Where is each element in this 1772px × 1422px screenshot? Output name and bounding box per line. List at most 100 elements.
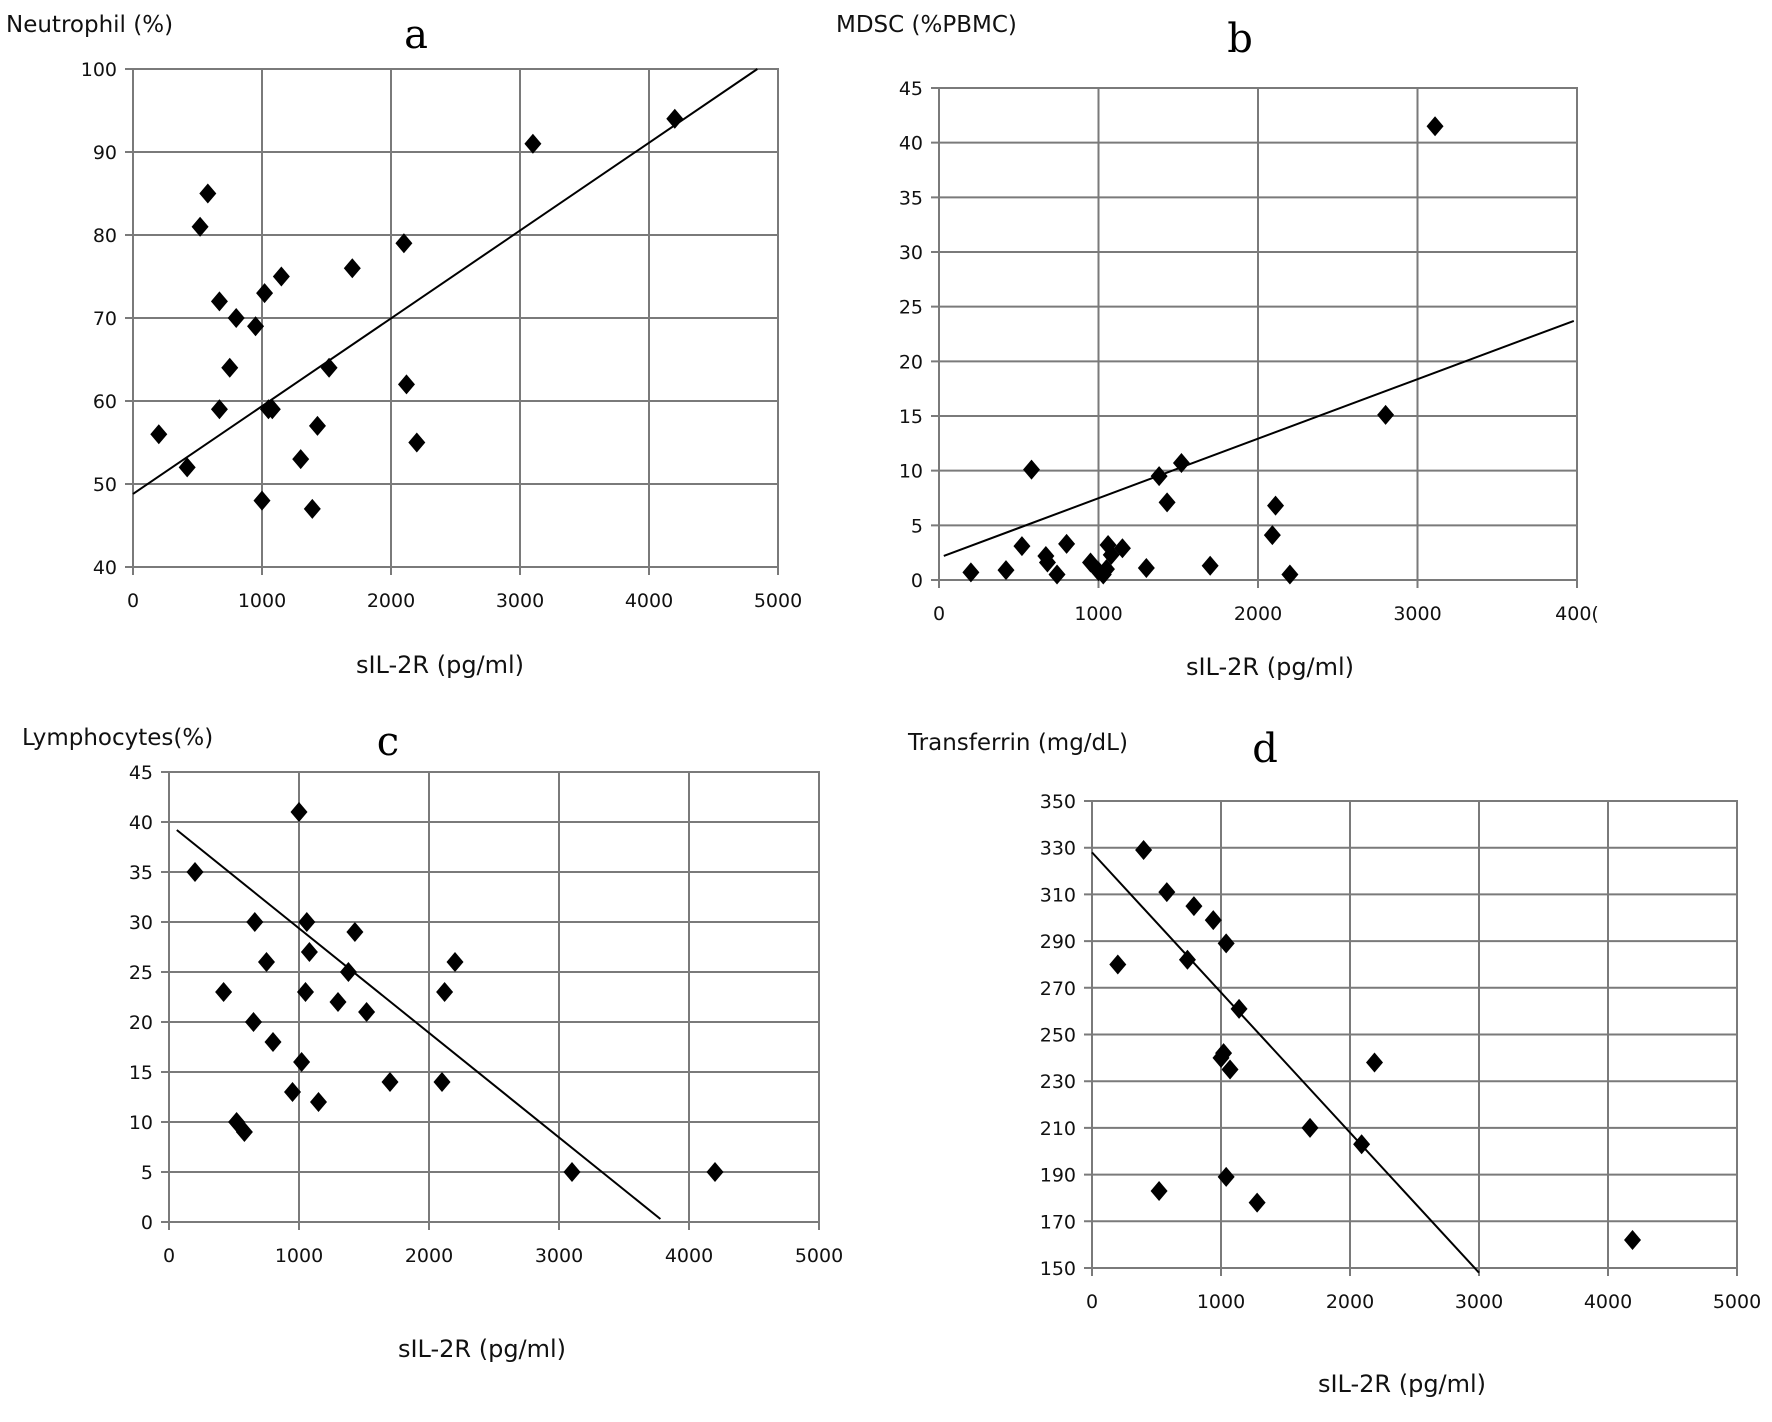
panel-c-data-point <box>446 952 464 972</box>
panel-c-data-point <box>436 982 454 1002</box>
panel-d-plot-area: 150 170 190 210 230 250 270 290 310 330 350 0 1000 20… <box>1040 791 1761 1313</box>
panel-c-x-tick-label: 4000 <box>665 1245 713 1267</box>
panel-a-data-point <box>210 291 228 312</box>
panel-a-y-tick-label: 60 <box>93 391 117 413</box>
panel-c-data-point <box>433 1072 451 1092</box>
panel-c-data-point <box>235 1122 253 1142</box>
panel-b-data-point <box>1113 538 1131 559</box>
panel-a-data-point <box>397 374 415 395</box>
panel-d-y-tick-label: 270 <box>1040 978 1076 1000</box>
panel-d-x-tick-label: 2000 <box>1326 1291 1374 1313</box>
panel-b-data-point <box>1172 453 1190 474</box>
panel-d-data-point <box>1215 1043 1233 1064</box>
panel-d-y-tick-label: 170 <box>1040 1211 1076 1233</box>
panel-c-plot-area: 0 5 10 15 20 25 30 35 40 45 0 1000 2000 3000 4000 5000 <box>129 762 843 1267</box>
panel-d-y-tick-label: 350 <box>1040 791 1076 813</box>
panel-d-y-axis-title: Transferrin (mg/dL) <box>907 730 1128 756</box>
panel-c-y-tick-label: 10 <box>129 1112 153 1134</box>
panel-a-letter: a <box>404 12 428 58</box>
panel-a-data-point <box>292 449 310 470</box>
panel-c-data-point <box>381 1072 399 1092</box>
panel-d-y-tick-label: 330 <box>1040 838 1076 860</box>
panel-c-y-tick-label: 40 <box>129 812 153 834</box>
panel-c-data-point <box>563 1162 581 1182</box>
panel-d-data-point <box>1230 998 1248 1019</box>
panel-a-frame <box>132 68 779 568</box>
panel-d-data-point <box>1185 896 1203 917</box>
panel-b-data-point <box>1377 404 1395 425</box>
panel-d-x-tick-label: 4000 <box>1584 1291 1632 1313</box>
panel-a-data-point <box>666 108 684 129</box>
panel-b-x-tick-label: 0 <box>933 603 945 625</box>
panel-a-data-point <box>272 266 290 287</box>
panel-b-y-axis-title: MDSC (%PBMC) <box>836 12 1017 38</box>
panel-d-x-axis-title: sIL-2R (pg/ml) <box>1318 1370 1486 1398</box>
panel-c-data-point <box>284 1082 301 1102</box>
panel-d-y-tick-label: 210 <box>1040 1118 1076 1140</box>
panel-b-x-tick-label: 3000 <box>1393 603 1441 625</box>
panel-c-data-point <box>297 982 314 1002</box>
panel-b-x-axis-title: sIL-2R (pg/ml) <box>1186 653 1354 681</box>
panel-a-data-point <box>408 432 426 453</box>
panel-b-data-point <box>1267 495 1285 516</box>
panel-a-x-tick-label: 4000 <box>625 590 673 612</box>
panel-a-y-tick-label: 70 <box>93 308 117 330</box>
panel-c-y-tick-label: 45 <box>129 762 153 784</box>
panel-b-data-point <box>1263 525 1281 546</box>
panel-d-letter: d <box>1252 726 1278 772</box>
panel-a-data-point <box>524 133 542 154</box>
panel-b-data-point <box>1137 557 1155 578</box>
panel-b-x-tick-label: 1000 <box>1074 603 1122 625</box>
panel-d-data-point <box>1204 910 1222 931</box>
panel-b-y-tick-label: 25 <box>899 297 923 319</box>
panel-c-data-point <box>346 922 364 942</box>
panel-b-frame <box>938 87 1578 581</box>
panel-c-data-point <box>706 1162 724 1182</box>
panel-a-data-point <box>227 308 245 328</box>
panel-d-data-point <box>1109 954 1127 975</box>
panel-d-data-point <box>1366 1052 1384 1073</box>
panel-c-y-tick-label: 20 <box>129 1012 153 1034</box>
panel-d-data-point <box>1150 1180 1168 1201</box>
panel-a-data-point <box>178 457 196 478</box>
panel-a-data-point <box>191 216 209 237</box>
panel-c-y-tick-label: 15 <box>129 1062 153 1084</box>
panel-d-data-point <box>1217 933 1235 954</box>
panel-c: Lymphocytes(%) c sIL-2R (pg/ml) 0 5 10 15 20… <box>22 719 843 1363</box>
panel-a-data-point <box>199 183 217 204</box>
panel-b-data-point <box>1013 536 1031 557</box>
panel-d-y-tick-label: 230 <box>1040 1071 1076 1093</box>
panel-d-data-point <box>1624 1229 1642 1250</box>
panel-a: Neutrophil (%) a sIL-2R (pg/ml) 40 50 60 70… <box>6 12 802 679</box>
panel-c-data-point <box>264 1032 282 1052</box>
panel-a-x-tick-label: 2000 <box>367 590 415 612</box>
panel-b-y-tick-label: 45 <box>899 78 923 100</box>
panel-a-data-point <box>253 490 271 511</box>
panel-c-x-tick-label: 0 <box>163 1245 175 1267</box>
panel-b-data-point <box>1038 552 1056 573</box>
panel-c-data-point <box>215 982 233 1002</box>
panel-c-data-point <box>245 1012 262 1032</box>
panel-a-data-point <box>210 399 228 420</box>
panel-a-data-point <box>303 498 321 519</box>
panel-a-x-tick-label: 0 <box>127 590 139 612</box>
panel-d-x-tick-label: 5000 <box>1713 1291 1761 1313</box>
panel-a-data-point <box>343 258 361 279</box>
panel-b-y-tick-label: 30 <box>899 242 923 264</box>
panel-a-x-axis-title: sIL-2R (pg/ml) <box>356 651 524 679</box>
panel-a-x-tick-label: 3000 <box>496 590 544 612</box>
panel-a-data-point <box>247 316 265 337</box>
panel-a-y-tick-label: 40 <box>93 557 117 579</box>
panel-d-y-tick-label: 190 <box>1040 1165 1076 1187</box>
panel-a-data-point <box>308 415 326 436</box>
panel-d-x-tick-label: 1000 <box>1197 1291 1245 1313</box>
panel-c-x-tick-label: 5000 <box>795 1245 843 1267</box>
panel-c-data-point <box>258 952 275 972</box>
panel-b-data-point <box>1023 459 1041 480</box>
panel-b-y-tick-label: 10 <box>899 461 923 483</box>
panel-b-data-point <box>962 562 980 583</box>
panel-b-data-point <box>1150 466 1168 487</box>
panel-c-x-tick-label: 2000 <box>405 1245 453 1267</box>
panel-b-x-tick-label: 400( <box>1555 603 1599 625</box>
